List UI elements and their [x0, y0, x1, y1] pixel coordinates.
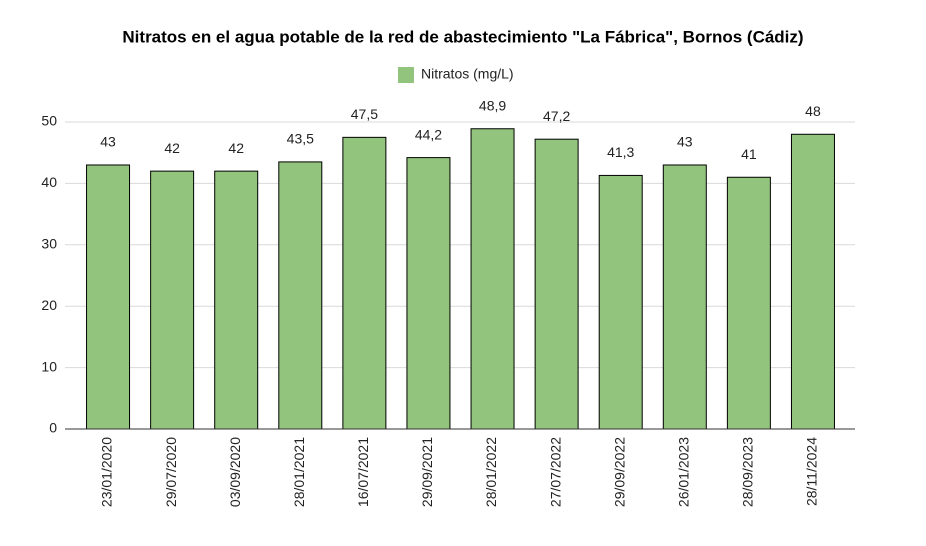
bar	[598, 174, 643, 430]
bar	[278, 161, 323, 430]
chart-title: Nitratos en el agua potable de la red de…	[122, 27, 803, 46]
x-tick-label: 28/01/2022	[483, 437, 499, 507]
x-tick-label: 26/01/2023	[675, 437, 691, 507]
data-label: 48,9	[479, 97, 506, 113]
y-tick-label: 0	[49, 420, 57, 436]
x-tick-label: 29/07/2020	[163, 437, 179, 507]
y-tick-label: 50	[41, 113, 57, 129]
x-tick-label: 03/09/2020	[227, 437, 243, 507]
data-label: 47,2	[543, 108, 570, 124]
x-tick-label: 28/01/2021	[291, 437, 307, 507]
data-label: 43	[100, 134, 116, 150]
data-label: 48	[805, 103, 821, 119]
legend-swatch	[398, 67, 414, 83]
bar	[790, 133, 835, 430]
y-tick-label: 20	[41, 297, 57, 313]
bar	[470, 128, 515, 430]
bar	[150, 170, 195, 430]
x-tick-label: 28/11/2024	[804, 437, 820, 506]
y-tick-label: 30	[41, 236, 57, 252]
data-label: 42	[164, 140, 180, 156]
x-tick-label: 23/01/2020	[99, 437, 115, 507]
bar	[406, 157, 451, 430]
bar	[342, 136, 387, 430]
x-tick-label: 29/09/2022	[611, 437, 627, 507]
data-label: 41	[741, 146, 757, 162]
x-tick-label: 28/09/2023	[740, 437, 756, 507]
data-label: 42	[228, 140, 244, 156]
data-label: 43	[677, 134, 693, 150]
bar	[534, 138, 579, 430]
data-label: 41,3	[607, 144, 634, 160]
bar	[662, 164, 707, 430]
bar	[86, 164, 131, 430]
data-label: 47,5	[351, 106, 378, 122]
bar	[726, 176, 771, 430]
y-tick-label: 10	[41, 358, 57, 374]
legend-label: Nitratos (mg/L)	[421, 66, 514, 82]
data-label: 43,5	[287, 131, 314, 147]
x-tick-label: 29/09/2021	[419, 437, 435, 507]
bar	[214, 170, 259, 430]
x-tick-label: 16/07/2021	[355, 437, 371, 507]
y-tick-label: 40	[41, 174, 57, 190]
x-tick-label: 27/07/2022	[547, 437, 563, 507]
data-label: 44,2	[415, 126, 442, 142]
